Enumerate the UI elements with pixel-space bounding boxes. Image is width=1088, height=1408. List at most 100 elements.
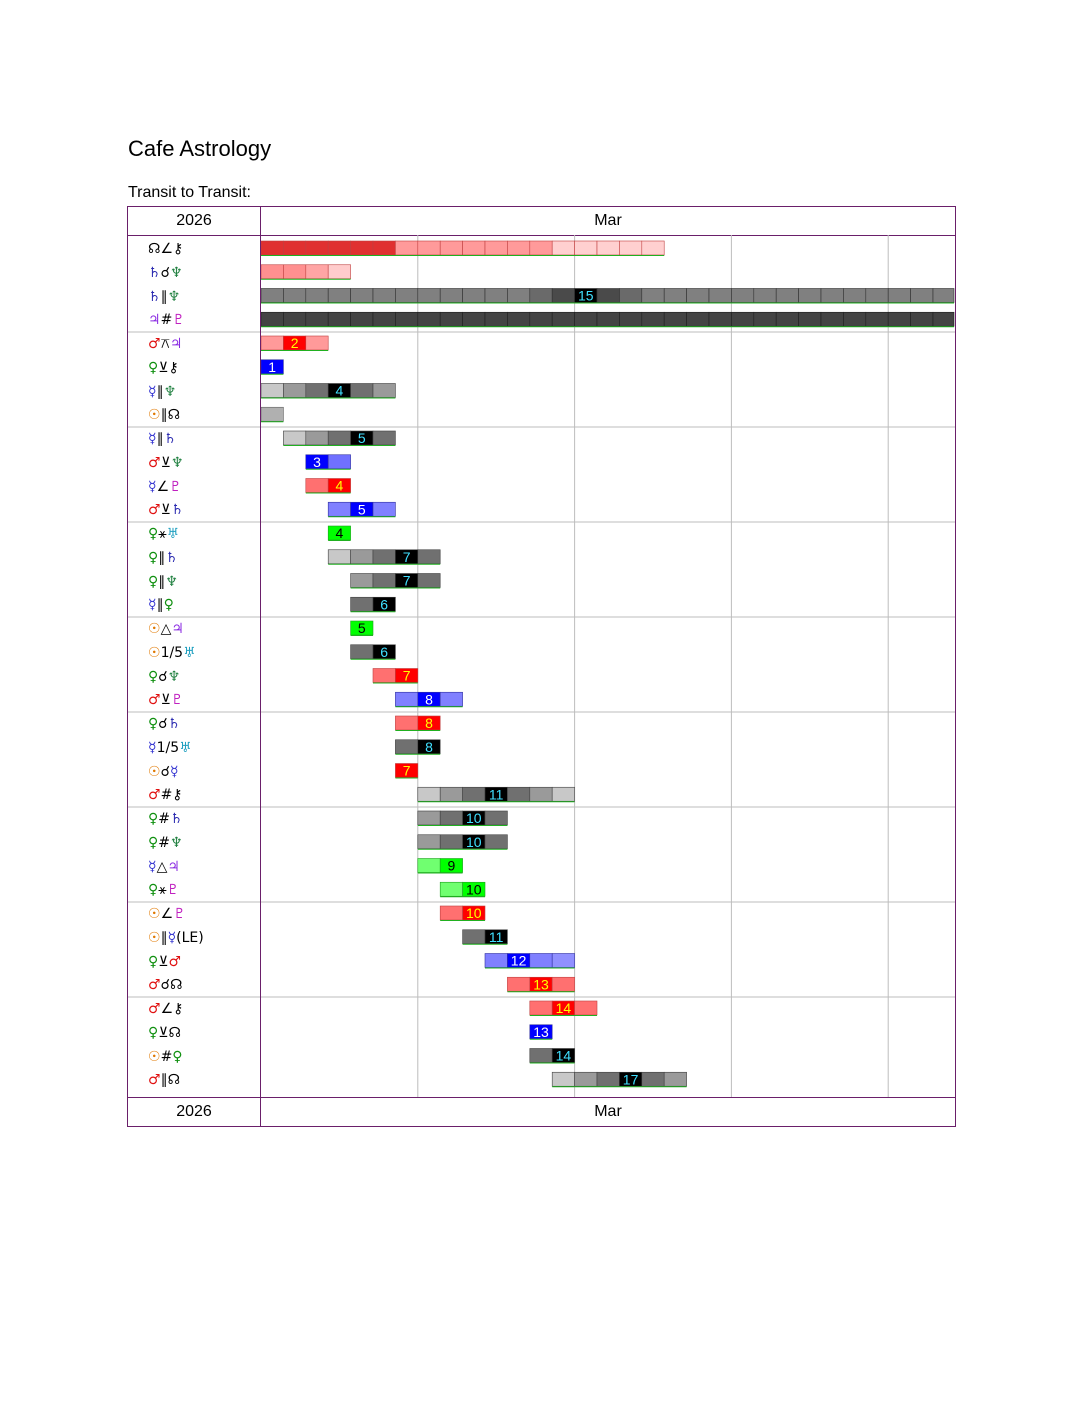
bar-segment	[283, 311, 307, 327]
aspect-glyph: ∥	[160, 288, 168, 305]
bar-segment	[372, 573, 396, 588]
bar-segment	[372, 311, 396, 327]
aspect-glyph: ♅	[166, 526, 180, 542]
bar-segment	[260, 406, 284, 422]
peak-day-label: 7	[403, 573, 411, 589]
bar-segment	[305, 478, 329, 493]
bar-segment	[910, 311, 934, 327]
peak-day-label: 5	[358, 430, 366, 446]
peak-day-label: 10	[466, 810, 482, 826]
footer-year: 2026	[176, 1103, 212, 1120]
peak-day-label: 10	[466, 905, 482, 921]
bar-segment	[305, 240, 329, 256]
bar-segment	[439, 240, 463, 256]
bar-segment	[484, 834, 508, 850]
aspect-label: ♂⊻♆	[148, 454, 183, 472]
bar-segment	[843, 311, 867, 327]
peak-day-label: 3	[313, 454, 321, 470]
aspect-label: ♀⊻⚷	[148, 359, 179, 377]
bar-segment	[283, 288, 307, 303]
aspect-glyph: (LE)	[176, 929, 204, 946]
column-divider	[260, 207, 261, 1126]
aspect-glyph: ☉	[148, 1048, 161, 1065]
bar-segment	[305, 311, 329, 327]
aspect-glyph: ♀	[172, 1048, 183, 1065]
bar-segment	[439, 905, 463, 921]
bar-segment	[507, 240, 531, 256]
bar-segment	[327, 549, 351, 565]
aspect-glyph: ♀	[148, 668, 159, 685]
bar-segment	[439, 288, 463, 303]
aspect-glyph: ∠	[160, 1001, 174, 1017]
bar-segment	[350, 288, 374, 303]
bar-segment	[932, 288, 955, 303]
bar-segment	[731, 288, 755, 303]
peak-day-label: 13	[533, 1024, 549, 1040]
aspect-label: ♀☌♄	[148, 715, 180, 733]
aspect-glyph: ⊻	[160, 502, 171, 519]
aspect-glyph: ♆	[167, 288, 181, 305]
bar-segment	[820, 311, 844, 327]
bar-segment	[350, 311, 374, 327]
aspect-glyph: #	[160, 312, 173, 329]
aspect-glyph: ♃	[148, 312, 161, 329]
bar-segment	[350, 644, 374, 660]
bar-segment	[596, 240, 620, 256]
peak-day-label: 4	[336, 525, 344, 541]
aspect-glyph: ♄	[165, 549, 178, 566]
chart-footer: 2026 Mar	[128, 1097, 955, 1126]
bar-segment	[887, 311, 911, 327]
aspect-glyph: ∥	[156, 431, 164, 447]
bar-segment	[305, 264, 329, 280]
aspect-glyph: #	[160, 1048, 173, 1065]
bar-segment	[507, 786, 531, 802]
aspect-glyph: ☉	[148, 906, 161, 922]
bar-segment	[260, 240, 284, 256]
bar-segment	[529, 1048, 553, 1063]
peak-day-label: 5	[358, 501, 366, 517]
aspect-glyph: ♂	[168, 953, 182, 970]
aspect-glyph: ♇	[173, 906, 186, 922]
bar-segment	[529, 311, 553, 327]
aspect-glyph: ♆	[163, 383, 177, 400]
site-title: Cafe Astrology	[128, 136, 272, 161]
bar-segment	[619, 240, 643, 256]
bar-segment	[350, 383, 374, 398]
bar-segment	[619, 311, 643, 327]
aspect-glyph: ∥	[158, 549, 166, 566]
bar-segment	[439, 881, 463, 897]
aspect-glyph: ♂	[148, 692, 161, 709]
bar-segment	[260, 264, 284, 280]
peak-day-label: 4	[336, 478, 344, 494]
aspect-label: ♀☌♆	[148, 668, 180, 686]
aspect-label: ☿1/5♅	[148, 739, 192, 757]
bar-segment	[574, 240, 598, 256]
aspect-glyph: ♆	[165, 573, 178, 590]
aspect-glyph: ∥	[160, 929, 168, 946]
bar-segment	[865, 288, 889, 303]
aspect-label: ♀#♄	[148, 810, 183, 828]
footer-month: Mar	[594, 1103, 622, 1120]
aspect-glyph: #	[158, 834, 170, 851]
header-month: Mar	[594, 212, 622, 229]
bar-segment	[327, 240, 351, 256]
bar-segment	[551, 786, 575, 802]
aspect-glyph: ☿	[169, 763, 179, 780]
aspect-glyph: ♃	[169, 336, 183, 352]
bar-segment	[260, 288, 284, 303]
aspect-label: ☉∥☊	[148, 406, 180, 424]
bar-segment	[619, 288, 643, 303]
peak-day-label: 12	[511, 953, 527, 969]
aspect-label: ☉☌☿	[148, 763, 179, 781]
bar-segment	[641, 240, 665, 256]
bar-segment	[529, 786, 553, 802]
aspect-label: ♂⊻♇	[148, 691, 183, 709]
bar-segment	[260, 335, 284, 351]
aspect-glyph: ☿	[148, 858, 157, 875]
bar-segment	[327, 264, 351, 280]
bar-segment	[462, 288, 486, 303]
aspect-label: ♀#♆	[148, 834, 183, 852]
aspect-glyph: ☿	[148, 739, 157, 756]
bar-segment	[574, 1000, 598, 1016]
aspect-label: ☿∠♇	[148, 478, 182, 496]
